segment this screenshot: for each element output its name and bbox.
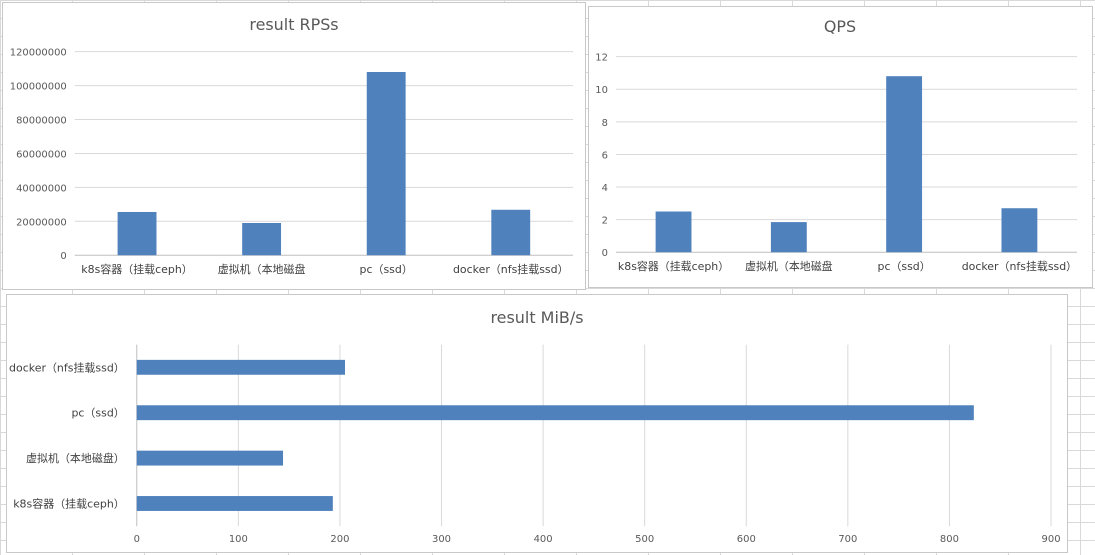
chart-mib-panel[interactable]: result MiB/s 0 100 200 300 400 500 600 700 800 900… <box>6 294 1068 553</box>
y-tick-label: 6 <box>602 150 608 161</box>
y-tick-label: 4 <box>602 183 608 194</box>
x-tick-label: 700 <box>838 534 857 545</box>
x-tick-label: 600 <box>737 534 756 545</box>
x-tick-label: 800 <box>940 534 959 545</box>
x-tick-label: 200 <box>330 534 349 545</box>
x-category-label: pc（ssd） <box>360 263 413 276</box>
bar-3 <box>491 209 531 256</box>
bar-0 <box>117 211 157 256</box>
chart-title: result MiB/s <box>490 308 583 327</box>
x-category-label: 虚拟机（本地磁盘 <box>218 262 306 276</box>
y-tick-label: 0 <box>602 248 608 259</box>
y-tick-label: 12 <box>595 53 608 64</box>
bar-0 <box>136 496 333 511</box>
chart-qps-panel[interactable]: QPS 0 2 4 6 8 10 12 k8s容器（挂载ceph） 虚拟机（本地磁盘 pc（ssd）… <box>588 6 1093 288</box>
chart-rps: result RPSs 0 20000000 40000000 60000000 8000… <box>10 15 574 276</box>
chart-qps: QPS 0 2 4 6 8 10 12 k8s容器（挂载ceph） 虚拟机（本地磁盘 pc（ssd）… <box>595 17 1077 273</box>
y-tick-label: 40000000 <box>16 183 67 194</box>
x-tick-label: 300 <box>432 534 451 545</box>
x-tick-label: 400 <box>534 534 553 545</box>
bar-3 <box>136 359 346 375</box>
y-tick-label: 2 <box>602 216 608 227</box>
x-category-label: 虚拟机（本地磁盘 <box>745 259 833 273</box>
chart-title: result RPSs <box>249 15 338 34</box>
y-tick-label: 120000000 <box>10 48 67 59</box>
y-category-label: docker（nfs挂载ssd） <box>9 360 125 374</box>
y-tick-label: 8 <box>602 118 608 129</box>
bar-3 <box>1001 208 1038 253</box>
chart-mib: result MiB/s 0 100 200 300 400 500 600 700 800 900… <box>9 308 1061 545</box>
x-tick-label: 500 <box>635 534 654 545</box>
x-tick-label: 100 <box>229 534 248 545</box>
y-category-label: 虚拟机（本地磁盘） <box>26 451 125 465</box>
x-category-label: pc（ssd） <box>878 260 931 273</box>
y-tick-label: 0 <box>60 251 66 262</box>
x-category-label: k8s容器（挂载ceph） <box>618 259 729 273</box>
bar-2 <box>366 72 406 256</box>
y-tick-label: 60000000 <box>16 149 67 160</box>
y-category-label: k8s容器（挂载ceph） <box>13 497 125 511</box>
x-category-label: k8s容器（挂载ceph） <box>81 262 192 276</box>
bar-1 <box>770 222 807 253</box>
x-category-label: docker（nfs挂载ssd） <box>453 262 569 276</box>
bar-2 <box>886 76 923 253</box>
x-tick-label: 900 <box>1042 534 1061 545</box>
y-category-label: pc（ssd） <box>71 407 124 420</box>
x-tick-label: 0 <box>134 534 140 545</box>
bar-2 <box>136 405 974 421</box>
y-tick-label: 20000000 <box>16 217 67 228</box>
chart-rps-panel[interactable]: result RPSs 0 20000000 40000000 60000000 8000… <box>2 2 586 290</box>
bar-0 <box>655 211 692 253</box>
y-tick-label: 10 <box>595 85 608 96</box>
y-tick-label: 100000000 <box>10 82 67 93</box>
x-category-label: docker（nfs挂载ssd） <box>962 259 1077 273</box>
bar-1 <box>136 450 284 466</box>
y-tick-label: 80000000 <box>16 116 67 127</box>
chart-title: QPS <box>824 17 856 36</box>
bar-1 <box>242 223 282 256</box>
